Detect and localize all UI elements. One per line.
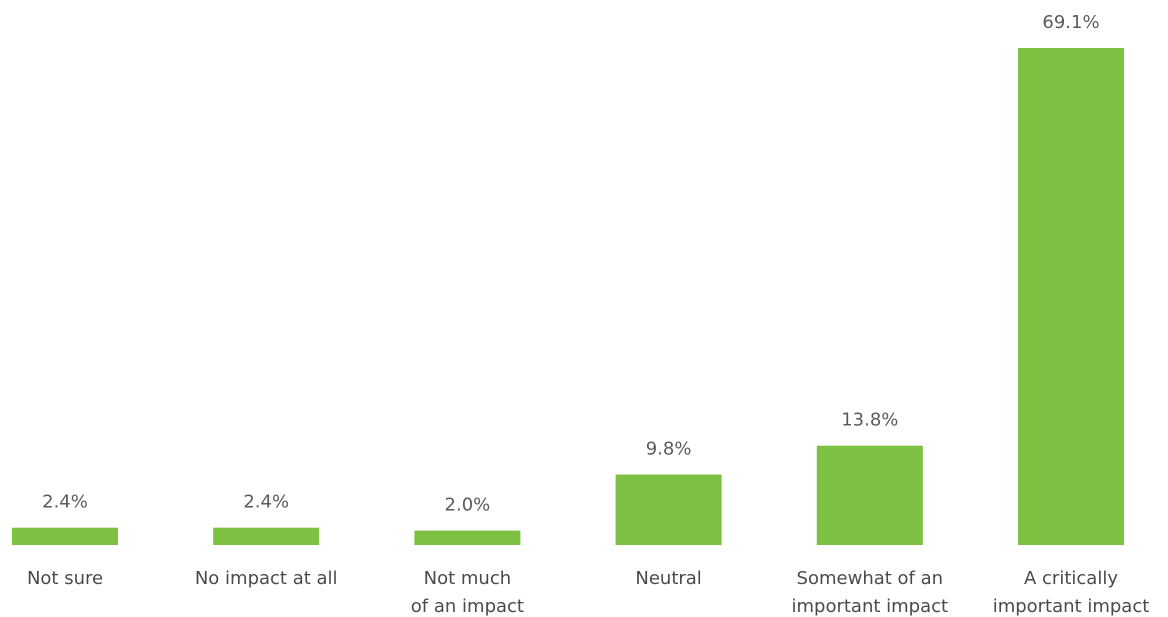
- category-label-line: A critically: [1024, 568, 1118, 589]
- category-label: Not sure: [27, 568, 103, 589]
- bars-group: [12, 48, 1124, 545]
- data-label: 2.4%: [243, 492, 289, 513]
- category-label-line: important impact: [993, 596, 1150, 617]
- category-label-line: Not sure: [27, 568, 103, 589]
- category-label-line: Not much: [424, 568, 512, 589]
- value-labels-group: 2.4% 2.4% 2.0% 9.8% 13.8% 69.1%: [42, 12, 1099, 516]
- data-label: 9.8%: [646, 439, 692, 460]
- category-label-line: Somewhat of an: [797, 568, 944, 589]
- bar: [213, 527, 320, 545]
- bar: [12, 527, 118, 545]
- bar: [816, 445, 923, 545]
- bar: [615, 474, 722, 545]
- category-label: No impact at all: [195, 568, 338, 589]
- category-label: A critically important impact: [993, 568, 1150, 617]
- data-label: 2.4%: [42, 492, 88, 513]
- category-label-line: of an impact: [411, 596, 524, 617]
- category-label: Neutral: [635, 568, 701, 589]
- category-label-line: Neutral: [635, 568, 701, 589]
- bar: [1018, 48, 1124, 545]
- data-label: 69.1%: [1042, 12, 1099, 33]
- data-label: 13.8%: [841, 410, 898, 431]
- bar: [414, 530, 521, 545]
- category-label: Somewhat of an important impact: [791, 568, 948, 617]
- category-label: Not much of an impact: [411, 568, 524, 617]
- data-label: 2.0%: [445, 495, 491, 516]
- category-label-line: No impact at all: [195, 568, 338, 589]
- category-labels-group: Not sure No impact at all Not much of an im…: [27, 568, 1149, 617]
- category-label-line: important impact: [791, 596, 948, 617]
